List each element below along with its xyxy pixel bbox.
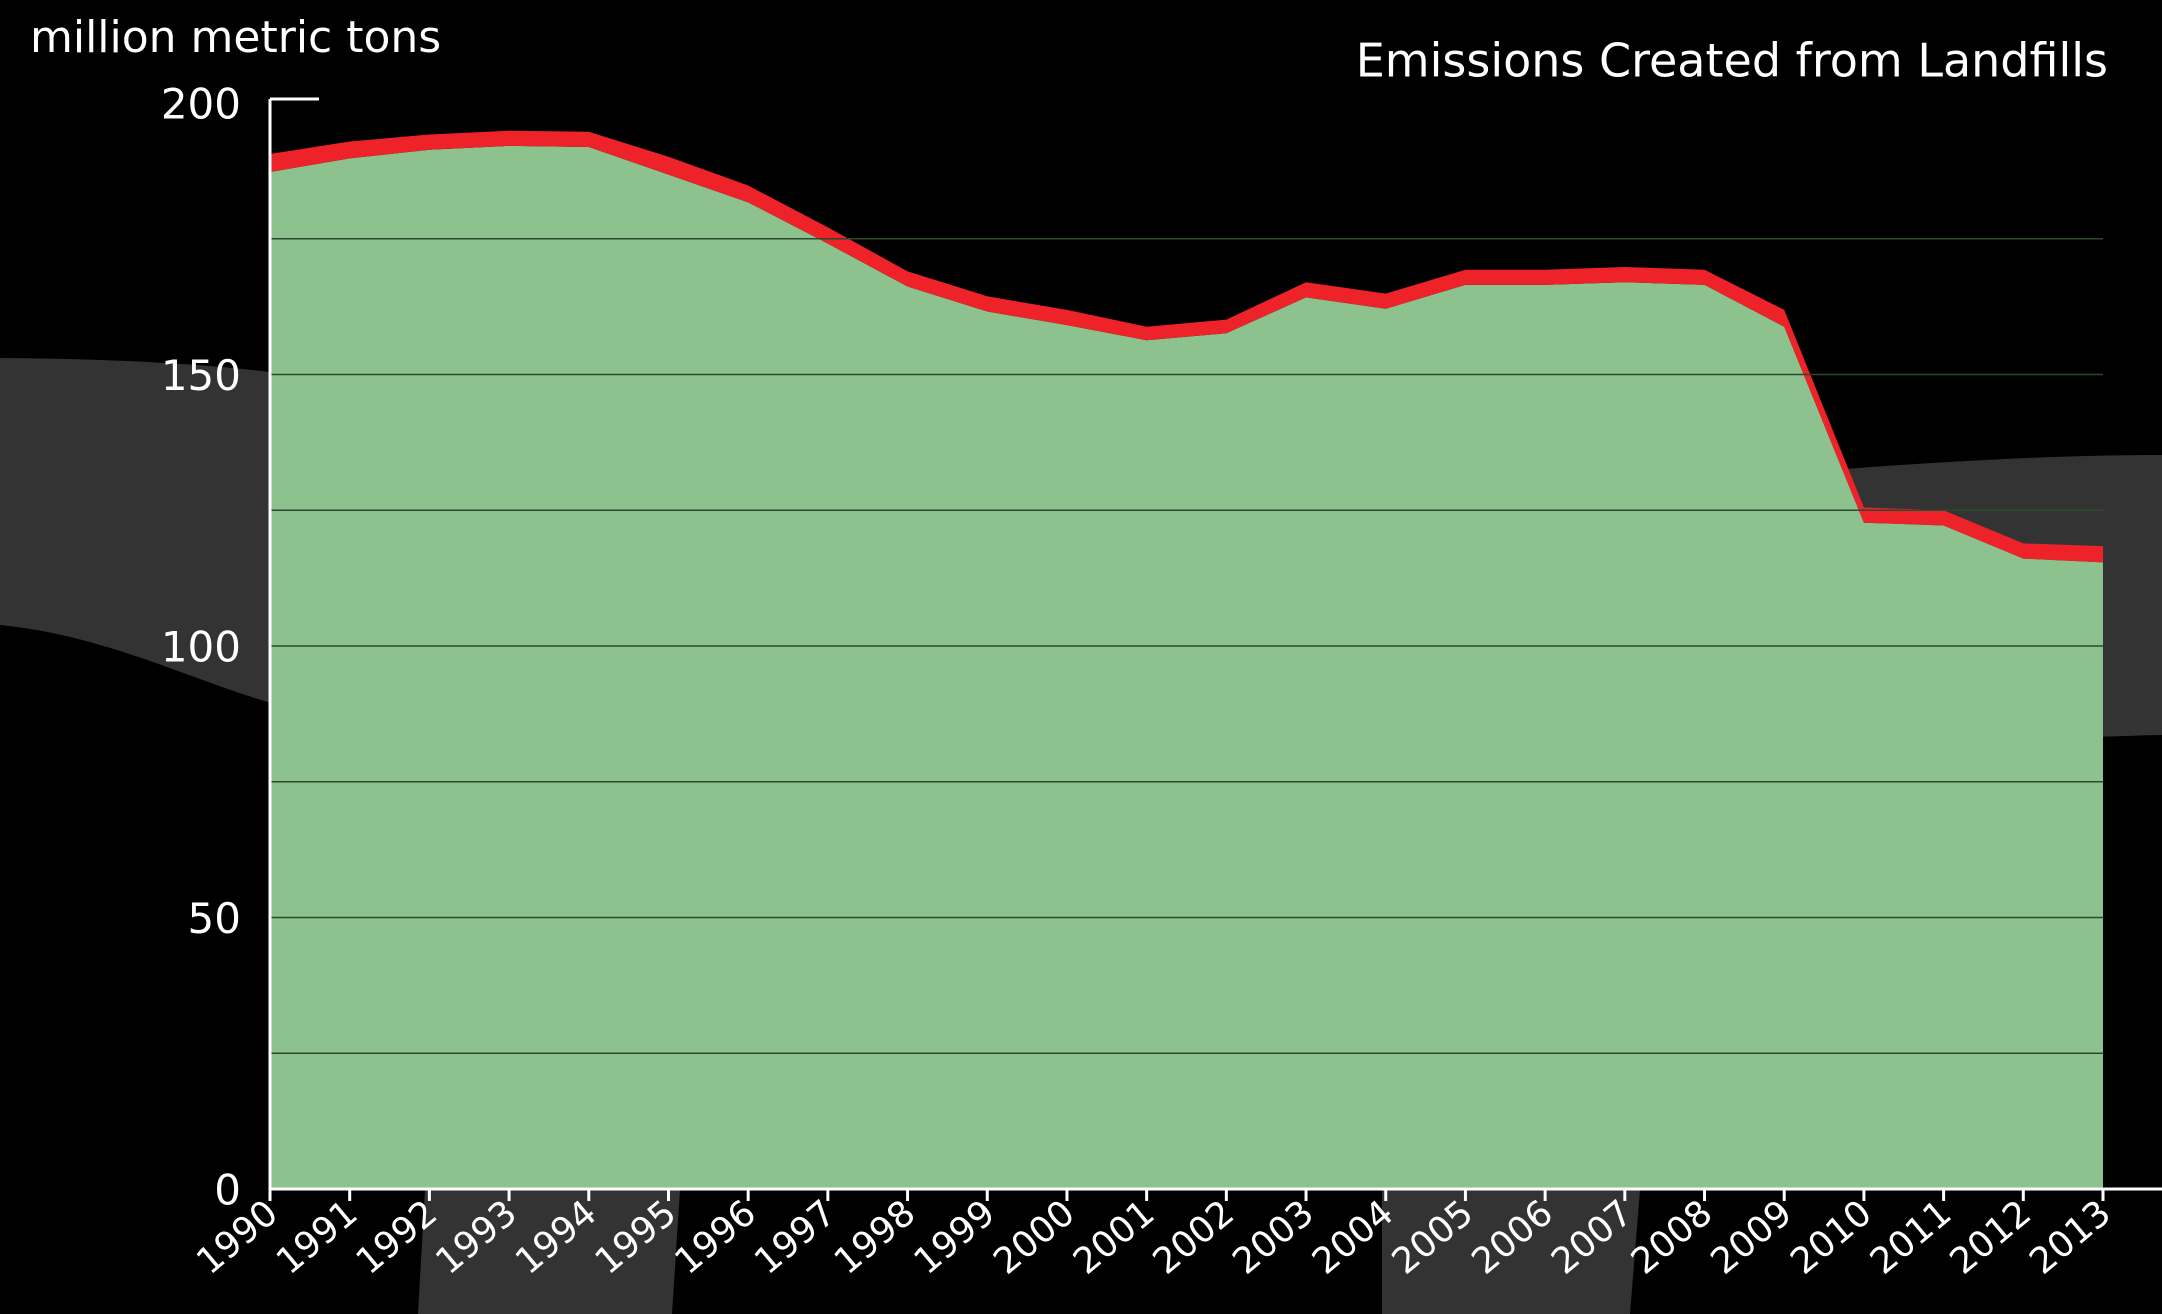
area — [270, 130, 2103, 563]
y-tick-label: 100 — [161, 623, 241, 672]
y-axis-label: million metric tons — [30, 12, 441, 63]
y-tick-label: 0 — [214, 1166, 241, 1215]
y-tick-label: 150 — [161, 351, 241, 400]
y-tick-label: 50 — [188, 894, 241, 943]
area — [270, 145, 2103, 1190]
y-tick-label: 200 — [161, 80, 241, 129]
highlight — [418, 1190, 680, 1314]
chart-title: Emissions Created from Landfills — [1356, 34, 2108, 88]
highlight — [1382, 1190, 1640, 1314]
